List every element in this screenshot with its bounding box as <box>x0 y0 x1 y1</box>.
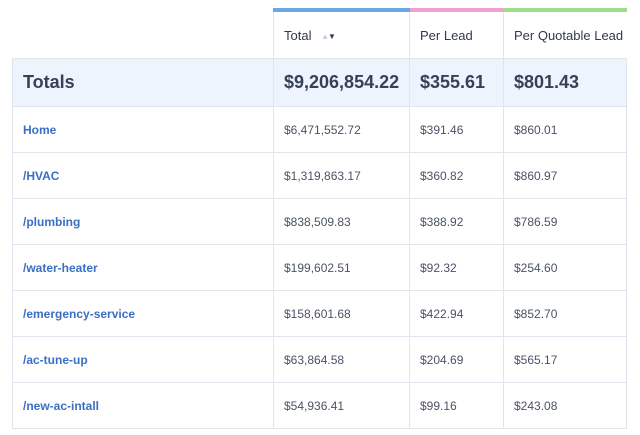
column-header-total[interactable]: Total ▲▼ <box>273 8 410 59</box>
cell-per-lead: $360.82 <box>409 152 504 199</box>
header-row: Total ▲▼ Per Lead Per Quotable Lead <box>12 8 627 59</box>
table-row: /emergency-service $158,601.68 $422.94 $… <box>12 290 627 337</box>
page-link[interactable]: Home <box>12 106 274 153</box>
cell-per-quotable-lead: $852.70 <box>503 290 627 337</box>
revenue-table: Total ▲▼ Per Lead Per Quotable Lead Tota… <box>12 8 627 429</box>
totals-per-quotable-lead: $801.43 <box>503 58 627 107</box>
revenue-table-container: Total ▲▼ Per Lead Per Quotable Lead Tota… <box>12 8 627 429</box>
cell-per-lead: $92.32 <box>409 244 504 291</box>
cell-per-quotable-lead: $860.97 <box>503 152 627 199</box>
sort-ascending-icon: ▲ <box>321 31 329 41</box>
sort-descending-icon: ▼ <box>328 31 336 41</box>
cell-total: $6,471,552.72 <box>273 106 410 153</box>
cell-total: $838,509.83 <box>273 198 410 245</box>
cell-per-lead: $99.16 <box>409 382 504 429</box>
cell-total: $1,319,863.17 <box>273 152 410 199</box>
table-row: /water-heater $199,602.51 $92.32 $254.60 <box>12 244 627 291</box>
table-row: /HVAC $1,319,863.17 $360.82 $860.97 <box>12 152 627 199</box>
cell-per-lead: $422.94 <box>409 290 504 337</box>
page-link[interactable]: /HVAC <box>12 152 274 199</box>
cell-per-quotable-lead: $786.59 <box>503 198 627 245</box>
column-header-per-lead[interactable]: Per Lead <box>409 8 504 59</box>
cell-per-quotable-lead: $243.08 <box>503 382 627 429</box>
table-row: /plumbing $838,509.83 $388.92 $786.59 <box>12 198 627 245</box>
sort-icon[interactable]: ▲▼ <box>321 31 336 41</box>
cell-total: $54,936.41 <box>273 382 410 429</box>
cell-total: $63,864.58 <box>273 336 410 383</box>
totals-label: Totals <box>12 58 274 107</box>
page-link[interactable]: /plumbing <box>12 198 274 245</box>
cell-per-quotable-lead: $860.01 <box>503 106 627 153</box>
cell-total: $158,601.68 <box>273 290 410 337</box>
column-header-per-quotable-lead-label: Per Quotable Lead <box>514 27 624 43</box>
page-link[interactable]: /ac-tune-up <box>12 336 274 383</box>
table-header: Total ▲▼ Per Lead Per Quotable Lead <box>12 8 627 59</box>
cell-per-lead: $388.92 <box>409 198 504 245</box>
totals-total: $9,206,854.22 <box>273 58 410 107</box>
page-link[interactable]: /new-ac-intall <box>12 382 274 429</box>
column-header-per-quotable-lead[interactable]: Per Quotable Lead <box>503 8 627 59</box>
page-link[interactable]: /emergency-service <box>12 290 274 337</box>
cell-total: $199,602.51 <box>273 244 410 291</box>
totals-per-lead: $355.61 <box>409 58 504 107</box>
table-row: /ac-tune-up $63,864.58 $204.69 $565.17 <box>12 336 627 383</box>
cell-per-quotable-lead: $565.17 <box>503 336 627 383</box>
header-blank-cell <box>12 10 274 59</box>
cell-per-quotable-lead: $254.60 <box>503 244 627 291</box>
cell-per-lead: $391.46 <box>409 106 504 153</box>
page-link[interactable]: /water-heater <box>12 244 274 291</box>
totals-row: Totals $9,206,854.22 $355.61 $801.43 <box>12 58 627 107</box>
column-header-total-label: Total <box>284 27 312 43</box>
cell-per-lead: $204.69 <box>409 336 504 383</box>
column-header-per-lead-label: Per Lead <box>420 27 473 43</box>
table-row: /new-ac-intall $54,936.41 $99.16 $243.08 <box>12 382 627 429</box>
table-row: Home $6,471,552.72 $391.46 $860.01 <box>12 106 627 153</box>
table-body: Totals $9,206,854.22 $355.61 $801.43 Hom… <box>12 58 627 429</box>
